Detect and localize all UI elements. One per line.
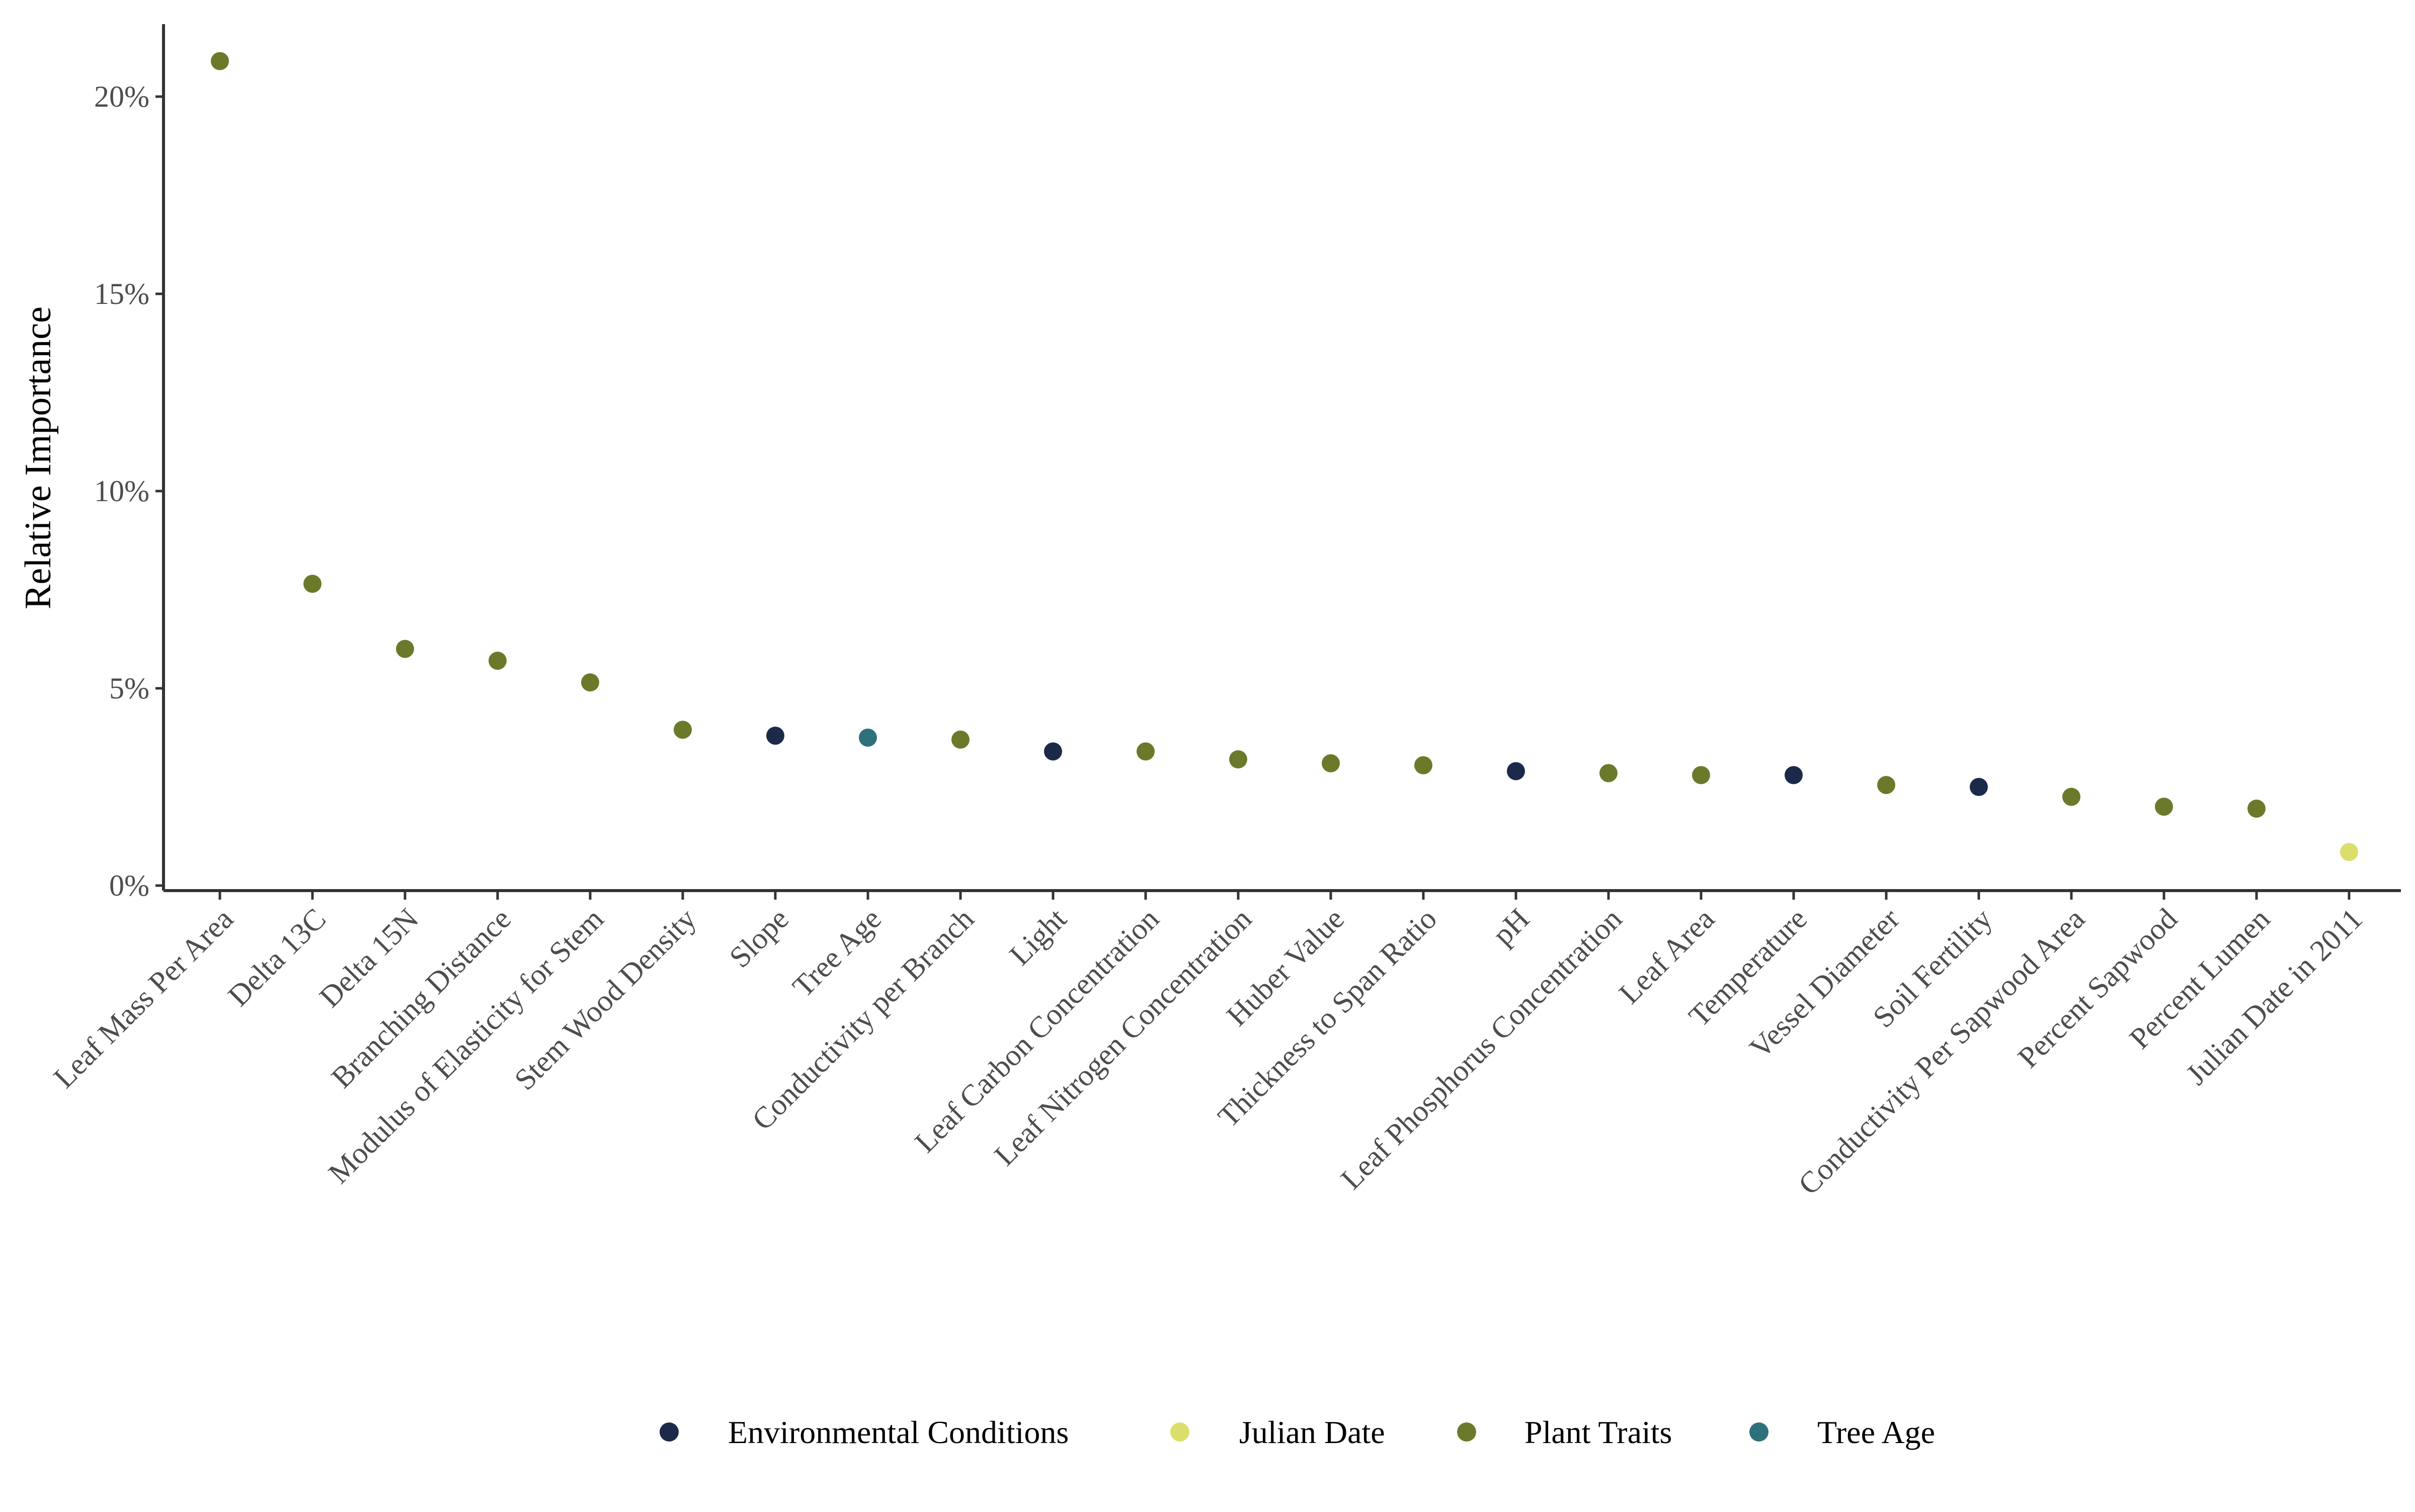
- data-point: [2247, 800, 2266, 818]
- y-axis-title: Relative Importance: [18, 306, 59, 609]
- data-point: [1785, 766, 1803, 784]
- data-point: [2340, 843, 2358, 861]
- data-point: [581, 673, 599, 692]
- data-point: [2155, 798, 2173, 816]
- y-tick-label: 5%: [109, 672, 149, 705]
- x-tick-label: pH: [1486, 902, 1536, 952]
- data-point: [396, 640, 414, 658]
- legend-layer: Environmental Conditions Julian Date Plant…: [660, 1414, 1935, 1450]
- legend-label: Julian Date: [1239, 1414, 1385, 1450]
- data-point: [1970, 778, 1988, 796]
- x-tick-label: Branching Distance: [325, 902, 517, 1094]
- data-point: [1229, 750, 1247, 769]
- data-point: [1414, 756, 1432, 774]
- x-tick-label: Leaf Mass Per Area: [47, 902, 239, 1094]
- data-point: [766, 727, 784, 745]
- data-point: [1507, 762, 1525, 780]
- data-point: [951, 730, 970, 749]
- data-point: [303, 575, 321, 593]
- data-point: [1877, 776, 1895, 794]
- x-tick-label: Light: [1003, 902, 1073, 972]
- data-point: [489, 652, 507, 670]
- y-tick-label: 10%: [94, 474, 149, 508]
- x-tick-label: Delta 13C: [221, 902, 332, 1013]
- y-tick-label: 20%: [94, 80, 149, 113]
- data-point: [1599, 764, 1618, 782]
- data-point: [1692, 766, 1710, 784]
- x-tick-label: Slope: [723, 902, 795, 974]
- y-tick-label: 15%: [94, 277, 149, 310]
- legend-label: Tree Age: [1817, 1414, 1935, 1450]
- legend-key: [1170, 1422, 1189, 1442]
- points-layer: [211, 52, 2358, 861]
- data-point: [211, 52, 229, 70]
- data-point: [1137, 742, 1155, 761]
- x-tick-label: Julian Date in 2011: [2180, 902, 2369, 1091]
- data-point: [1322, 754, 1340, 772]
- data-point: [674, 721, 692, 739]
- legend-label: Environmental Conditions: [728, 1414, 1069, 1450]
- legend-label: Plant Traits: [1524, 1414, 1672, 1450]
- x-tick-label: Percent Sapwood: [2011, 902, 2184, 1074]
- data-point: [1044, 742, 1062, 761]
- legend-key: [1749, 1422, 1768, 1442]
- x-tick-label: Stem Wood Density: [508, 902, 703, 1097]
- data-point: [2062, 787, 2080, 806]
- y-tick-label: 0%: [109, 869, 149, 902]
- legend-key: [660, 1422, 679, 1442]
- legend-key: [1457, 1422, 1476, 1442]
- data-point: [859, 729, 877, 747]
